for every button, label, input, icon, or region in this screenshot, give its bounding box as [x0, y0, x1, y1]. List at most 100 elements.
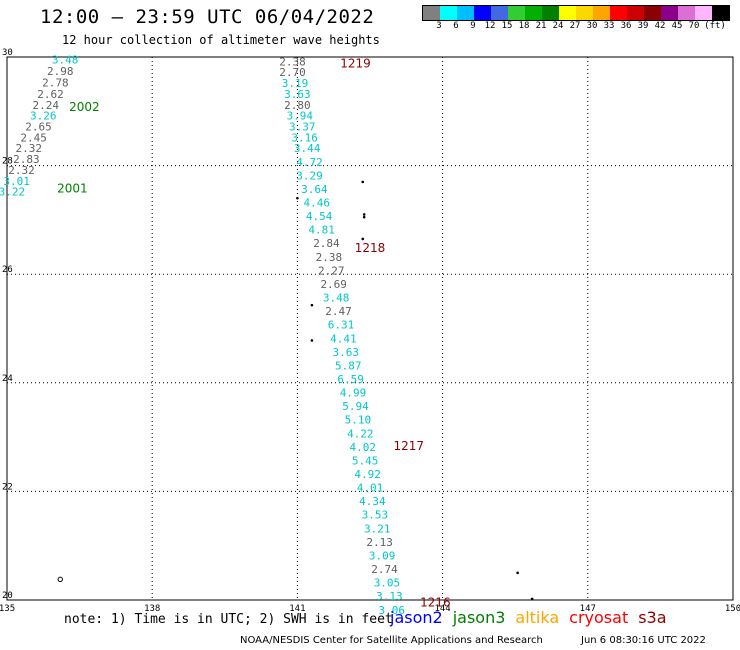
colorbar-swatch [525, 6, 542, 20]
wave-height-value: 3.01 [3, 175, 30, 188]
colorbar-label: 24 [552, 21, 564, 31]
wave-height-value: 3.63 [284, 88, 311, 101]
wave-height-value: 4.92 [354, 468, 381, 481]
wave-height-value: 3.16 [291, 131, 318, 144]
satellite-legend-altika: altika [515, 608, 560, 627]
longitude-tick-label: 141 [289, 604, 305, 614]
wave-height-value: 2.74 [371, 563, 398, 576]
wave-height-value: 2.24 [32, 99, 59, 112]
wave-height-observations: 3.482.982.782.622.243.262.652.452.322.83… [0, 54, 405, 617]
track-rev-label: 1216 [420, 596, 451, 610]
colorbar-swatch [491, 6, 508, 20]
track-rev-labels: 2002 2001 1219 1218 1217 1216 [57, 56, 451, 609]
colorbar-swatch [542, 6, 559, 20]
wave-height-value: 3.63 [333, 346, 360, 359]
colorbar-swatch [576, 6, 593, 20]
wave-height-value: 3.64 [301, 183, 328, 196]
latitude-labels: 20 22 24 26 28 30 [2, 48, 13, 601]
colorbar-swatch [627, 6, 644, 20]
colorbar-label: 6 [453, 21, 459, 31]
longitude-tick-label: 135 [0, 604, 15, 614]
satellite-legend-jason2: jason2 [390, 608, 443, 627]
satellite-legend-jason3: jason3 [452, 608, 506, 627]
wave-height-value: 5.87 [335, 359, 362, 372]
wave-height-value: 5.94 [342, 400, 369, 413]
wave-height-value: 2.98 [47, 65, 74, 78]
wave-height-value: 3.09 [369, 549, 396, 562]
latitude-tick-label: 26 [2, 265, 13, 275]
longitude-tick-label: 147 [580, 604, 596, 614]
satellite-legend-s3a: s3a [638, 608, 667, 627]
wave-height-value: 2.45 [20, 131, 47, 144]
wave-height-value: 4.34 [359, 495, 386, 508]
wave-height-value: 3.44 [294, 142, 321, 155]
longitude-tick-label: 138 [144, 604, 160, 614]
credit-line: NOAA/NESDIS Center for Satellite Applica… [240, 635, 543, 646]
colorbar-label: 33 [603, 21, 615, 31]
colorbar-label: 45 [671, 21, 683, 31]
wave-height-value: 2.84 [313, 237, 340, 250]
islands [57, 180, 534, 601]
wave-height-value: 3.06 [379, 604, 406, 617]
track-rev-label: 1219 [340, 56, 371, 70]
satellite-legend: jason2 jason3 altika cryosat s3a [390, 608, 677, 627]
wave-height-value: 3.21 [364, 522, 391, 535]
latitude-tick-label: 24 [2, 374, 13, 384]
colorbar-label: 9 [470, 21, 476, 31]
colorbar-swatch [559, 6, 576, 20]
wave-height-value: 3.29 [296, 169, 323, 182]
colorbar-swatch [610, 6, 627, 20]
colorbar-label: 42 [654, 21, 666, 31]
wave-height-value: 3.22 [0, 186, 25, 199]
wave-height-value: 5.45 [352, 454, 379, 467]
gridlines [7, 57, 733, 600]
colorbar-label: 15 [501, 21, 513, 31]
wave-height-value: 3.53 [362, 509, 389, 522]
wave-height-value: 2.83 [13, 153, 40, 166]
island-marker [362, 215, 366, 219]
wave-height-colorbar [422, 5, 730, 21]
colorbar-label: 70 [688, 21, 700, 31]
wave-height-value: 2.38 [316, 251, 343, 264]
wave-height-value: 2.47 [325, 305, 352, 318]
wave-height-value: 2.32 [8, 164, 35, 177]
longitude-labels: 135 138 141 144 147 150 [0, 604, 740, 614]
track-rev-label: 2002 [69, 100, 100, 114]
wave-height-value: 3.19 [282, 77, 309, 90]
colorbar-label: 39 [637, 21, 649, 31]
colorbar-swatch [423, 6, 440, 20]
colorbar-swatch [644, 6, 661, 20]
wave-height-value: 4.81 [308, 224, 335, 237]
map-subtitle: 12 hour collection of altimeter wave hei… [62, 33, 380, 47]
colorbar-swatch [593, 6, 610, 20]
wave-height-value: 4.72 [296, 156, 323, 169]
wave-height-value: 4.01 [357, 482, 384, 495]
generation-timestamp: Jun 6 08:30:16 UTC 2022 [581, 635, 706, 646]
colorbar-label: 21 [535, 21, 547, 31]
wave-height-value: 3.94 [287, 110, 314, 123]
colorbar-label: 3 [436, 21, 442, 31]
wave-height-value: 3.48 [52, 54, 79, 67]
wave-height-value: 3.13 [376, 590, 403, 603]
colorbar-label: 36 [620, 21, 632, 31]
wave-height-value: 3.48 [323, 292, 350, 305]
wave-height-value: 2.62 [37, 88, 64, 101]
wave-height-value: 2.13 [366, 536, 393, 549]
island-marker [530, 597, 534, 601]
island-marker [310, 303, 314, 307]
wave-height-value: 3.05 [374, 577, 401, 590]
latitude-tick-label: 30 [2, 48, 13, 58]
colorbar-swatch [678, 6, 695, 20]
wave-height-value: 4.41 [330, 332, 357, 345]
wave-height-value: 2.65 [25, 121, 52, 134]
latitude-tick-label: 22 [2, 482, 13, 492]
colorbar-swatch [457, 6, 474, 20]
colorbar-label: 30 [586, 21, 598, 31]
longitude-tick-label: 144 [434, 604, 450, 614]
map-title: 12:00 – 23:59 UTC 06/04/2022 [40, 6, 375, 28]
track-rev-label: 1218 [355, 241, 386, 255]
wave-height-value: 2.80 [284, 99, 311, 112]
colorbar-label: 27 [569, 21, 581, 31]
colorbar-swatch [712, 6, 729, 20]
